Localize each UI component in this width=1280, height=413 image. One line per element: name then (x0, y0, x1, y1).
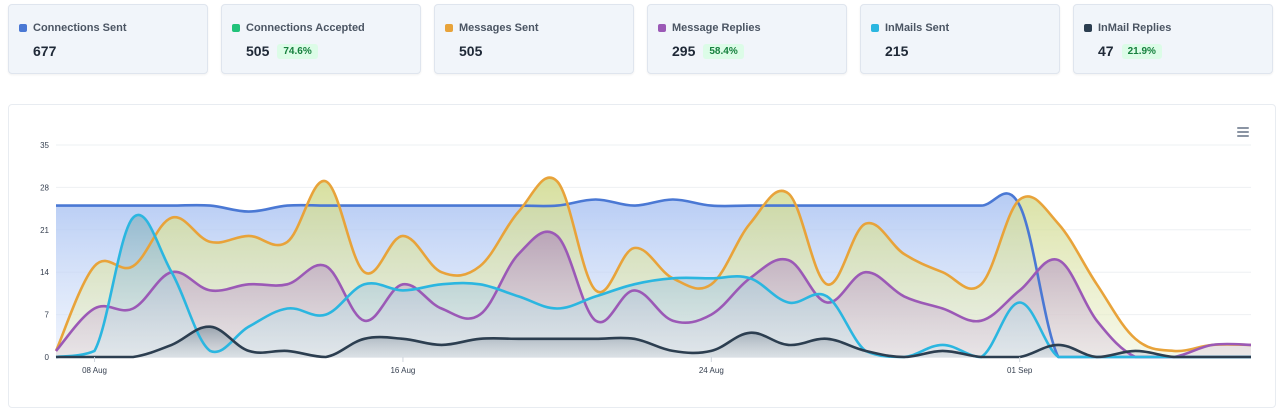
x-tick-label: 16 Aug (390, 366, 415, 375)
rate-badge: 74.6% (277, 43, 318, 59)
legend-swatch (232, 24, 240, 32)
stat-label: Message Replies (672, 22, 761, 34)
stat-value: 215 (885, 43, 909, 59)
stat-value: 505 (246, 43, 270, 59)
stats-cards-row: Connections Sent 677 Connections Accepte… (8, 4, 1276, 76)
stat-card-connections-sent: Connections Sent 677 (8, 4, 208, 74)
stat-value: 47 (1098, 43, 1114, 59)
activity-area-chart: 0 7 14 21 28 35 08 Aug 16 Aug 24 Aug 01 Sep (40, 141, 1252, 375)
series-line-4 (56, 325, 1251, 359)
stat-card-inmails-sent: InMails Sent 215 (860, 4, 1060, 74)
y-tick-label: 28 (40, 183, 49, 192)
x-tick-label: 01 Sep (1007, 366, 1033, 375)
legend-swatch (19, 24, 27, 32)
stat-card-message-replies: Message Replies 295 58.4% (647, 4, 847, 74)
stat-label: InMail Replies (1098, 22, 1172, 34)
y-tick-label: 7 (45, 311, 50, 320)
stat-card-messages-sent: Messages Sent 505 (434, 4, 634, 74)
series-line-2 (55, 230, 1252, 359)
y-tick-label: 0 (45, 353, 50, 362)
y-tick-label: 35 (40, 141, 49, 150)
rate-badge: 21.9% (1121, 43, 1162, 59)
series-line-0 (55, 192, 1251, 359)
y-axis: 0 7 14 21 28 35 (40, 141, 49, 362)
chart-areas (56, 177, 1251, 357)
stat-card-connections-accepted: Connections Accepted 505 74.6% (221, 4, 421, 74)
chart-lines (54, 176, 1252, 359)
series-area-3 (56, 214, 1251, 357)
y-tick-label: 14 (40, 268, 49, 277)
x-tick-label: 08 Aug (82, 366, 107, 375)
stat-label: Connections Sent (33, 22, 127, 34)
legend-swatch (1084, 24, 1092, 32)
hamburger-menu-icon[interactable] (1237, 127, 1249, 137)
stat-card-inmail-replies: InMail Replies 47 21.9% (1073, 4, 1273, 74)
legend-swatch (445, 24, 453, 32)
activity-chart-panel: 0 7 14 21 28 35 08 Aug 16 Aug 24 Aug 01 Sep (8, 104, 1276, 408)
stat-value: 505 (459, 43, 483, 59)
stat-value: 295 (672, 43, 696, 59)
series-line-1 (54, 176, 1252, 353)
x-tick-label: 24 Aug (699, 366, 724, 375)
stat-value: 677 (33, 43, 57, 59)
y-tick-label: 21 (40, 226, 49, 235)
rate-badge: 58.4% (703, 43, 744, 59)
stat-label: Connections Accepted (246, 22, 365, 34)
series-area-4 (56, 326, 1251, 357)
legend-swatch (658, 24, 666, 32)
stat-label: InMails Sent (885, 22, 950, 34)
series-line-3 (55, 213, 1251, 359)
x-axis: 08 Aug 16 Aug 24 Aug 01 Sep (82, 357, 1033, 375)
stat-label: Messages Sent (459, 22, 539, 34)
legend-swatch (871, 24, 879, 32)
